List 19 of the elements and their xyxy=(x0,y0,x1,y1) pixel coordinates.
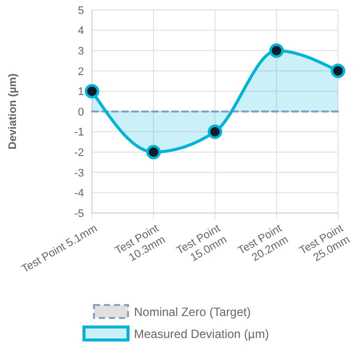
point xyxy=(330,64,346,78)
y-tick-label: 4 xyxy=(78,25,84,38)
point xyxy=(84,84,100,98)
y-tick-label: 3 xyxy=(78,45,84,58)
point xyxy=(269,43,284,58)
y-tick-label: 2 xyxy=(78,66,84,78)
y-tick-label: -5 xyxy=(74,208,84,220)
y-tick-label: 5 xyxy=(78,4,84,17)
point xyxy=(208,124,222,140)
legend-label: Measured Deviation (µm) xyxy=(134,327,269,342)
y-axis-title: Deviation (µm) xyxy=(7,73,19,150)
y-tick-label: -2 xyxy=(74,146,84,159)
y-tick-label: -1 xyxy=(74,126,84,139)
point xyxy=(146,144,161,160)
y-tick-label: 0 xyxy=(78,106,84,118)
legend-label: Nominal Zero (Target) xyxy=(134,305,251,320)
y-tick-label: 1 xyxy=(78,86,84,98)
y-tick-label: -4 xyxy=(74,188,84,200)
y-tick-label: -3 xyxy=(74,167,84,180)
